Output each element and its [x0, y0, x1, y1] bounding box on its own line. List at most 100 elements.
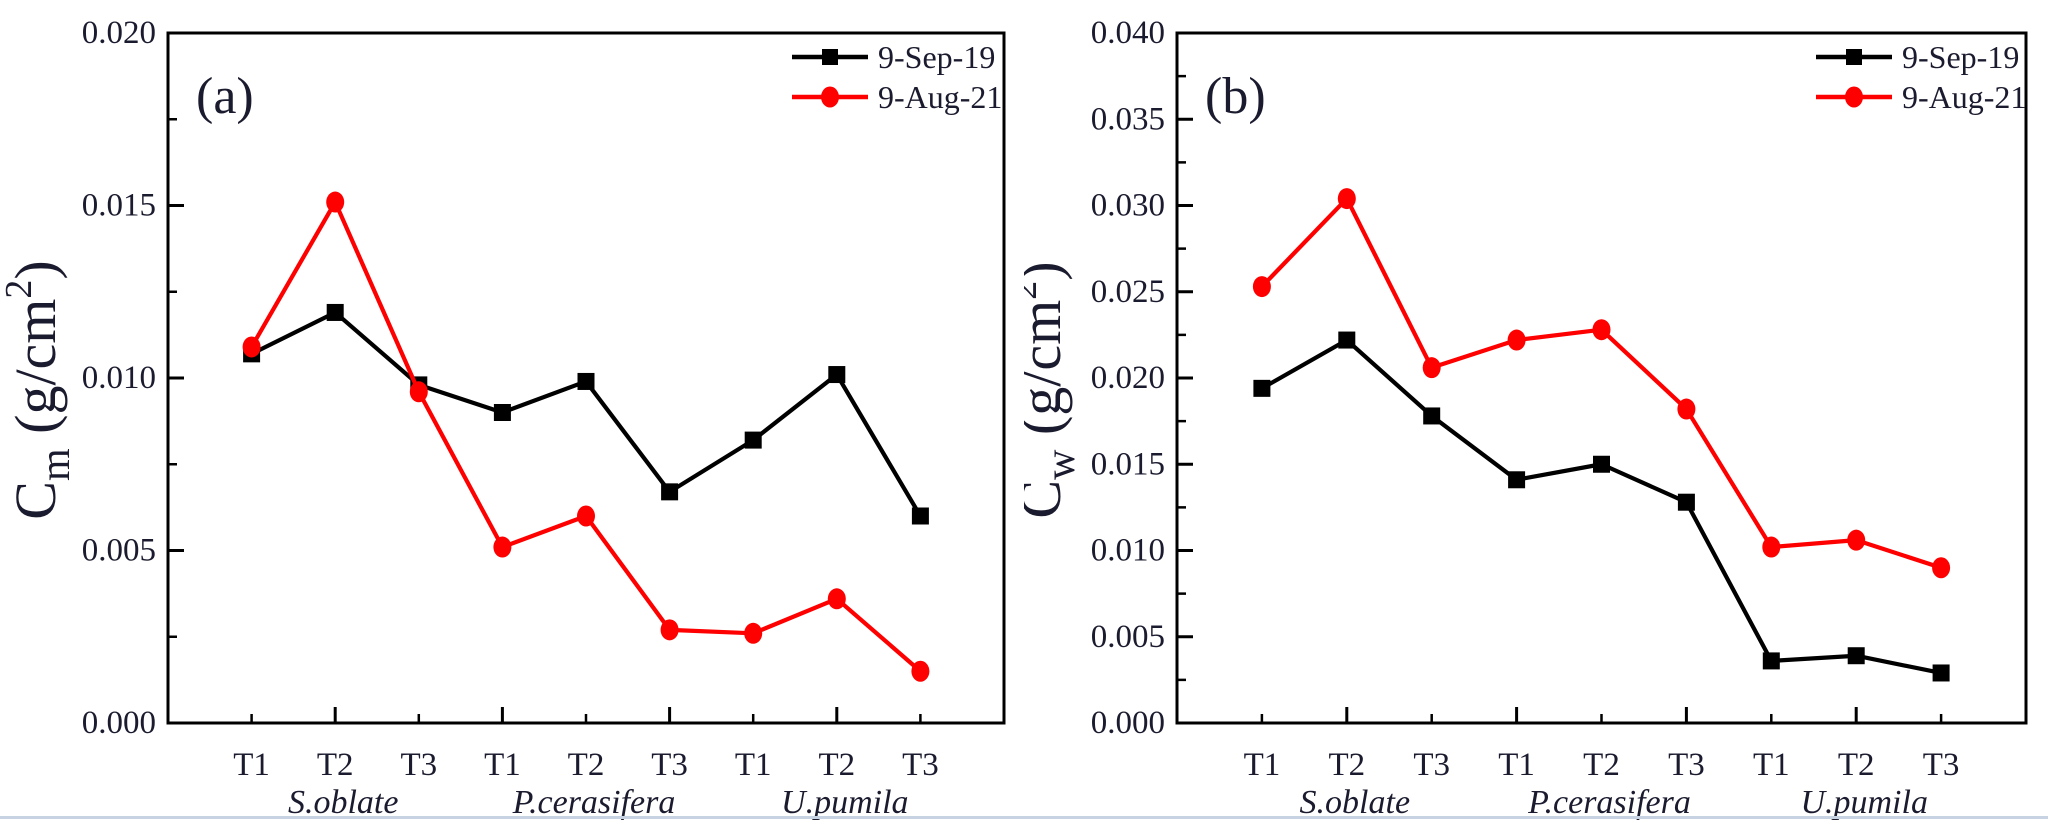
x-tick-label: T2	[568, 747, 605, 783]
y-tick-label: 0.015	[1091, 446, 1165, 482]
series-line	[1260, 337, 1942, 676]
data-point-marker	[1337, 188, 1356, 210]
y-tick-label: 0.025	[1091, 274, 1165, 310]
data-point-marker	[409, 381, 428, 403]
data-point-marker	[1762, 536, 1781, 558]
x-tick-label: T2	[317, 747, 354, 783]
data-point-marker	[1847, 647, 1865, 665]
data-point-marker	[827, 588, 846, 610]
legend: 9-Sep-19 9-Aug-21	[1816, 39, 2026, 115]
x-tick-label: T1	[484, 747, 521, 783]
data-point-marker	[1508, 471, 1526, 489]
data-point-marker	[326, 303, 344, 321]
y-tick-label: 0.020	[1091, 360, 1165, 396]
legend-item: 9-Aug-21	[1816, 79, 2026, 115]
data-point-marker	[1932, 664, 1950, 682]
legend-label: 9-Sep-19	[1902, 39, 2019, 75]
y-tick-label: 0.035	[1091, 101, 1165, 137]
x-tick-label: T1	[1244, 747, 1281, 783]
panel-a: 0.000 0.005 0.010 0.015 0.020 T1 T2 T3 T1 T2 T3 T1 T…	[0, 15, 1006, 821]
x-tick-label: T3	[651, 747, 688, 783]
data-point-marker	[911, 660, 930, 682]
data-point-marker	[1677, 398, 1696, 420]
series-line	[250, 310, 923, 518]
data-point-marker	[744, 622, 763, 644]
species-label: S.oblate	[1300, 784, 1410, 821]
series-line	[249, 199, 922, 673]
x-axis-ticks: T1 T2 T3 T1 T2 T3 T1 T2 T3	[233, 707, 939, 783]
data-point-marker	[1593, 455, 1610, 473]
data-point-marker	[577, 372, 595, 390]
data-point-marker	[661, 483, 679, 501]
panel-b-chart: 0.000 0.005 0.010 0.015 0.020 0.025 0.030 0.035…	[1024, 15, 2028, 821]
species-label: P.cerasifera	[512, 784, 676, 821]
x-tick-label: T3	[1413, 747, 1450, 783]
y-tick-label: 0.020	[82, 15, 156, 51]
y-tick-label: 0.000	[1091, 705, 1165, 741]
x-tick-label: T3	[1668, 747, 1705, 783]
legend-item: 9-Aug-21	[792, 79, 1002, 115]
series-9-Aug-21	[1252, 188, 1951, 579]
legend-item: 9-Sep-19	[1816, 39, 2019, 75]
data-point-marker	[1422, 357, 1441, 379]
data-point-marker	[242, 336, 261, 358]
data-point-marker	[828, 366, 846, 384]
x-tick-label: T2	[1328, 747, 1365, 783]
x-tick-label: T1	[233, 747, 270, 783]
data-point-marker	[493, 404, 511, 421]
x-tick-label: T2	[818, 747, 855, 783]
data-point-marker	[577, 505, 595, 527]
x-axis-ticks: T1 T2 T3 T1 T2 T3 T1 T2 T3	[1244, 707, 1959, 783]
legend-label: 9-Aug-21	[878, 79, 1002, 115]
y-tick-label: 0.005	[82, 533, 156, 569]
y-axis-title: Cm (g/cm2)	[0, 260, 79, 519]
x-tick-label: T2	[1583, 747, 1620, 783]
data-point-marker	[1507, 329, 1526, 351]
species-label: P.cerasifera	[1527, 784, 1691, 821]
y-axis-title: Cw (g/cm2)	[1024, 261, 1084, 518]
species-label: U.pumila	[781, 784, 909, 821]
data-point-marker	[1847, 529, 1866, 551]
legend-label: 9-Aug-21	[1902, 79, 2026, 115]
x-tick-label: T3	[400, 747, 437, 783]
y-tick-label: 0.015	[82, 188, 156, 224]
data-point-marker	[493, 536, 512, 558]
species-label: S.oblate	[288, 784, 398, 821]
series-9-Sep-19	[243, 303, 929, 525]
legend-marker-square	[822, 49, 838, 65]
data-point-marker	[1252, 276, 1271, 298]
data-point-marker	[326, 191, 345, 213]
legend-marker-circle	[1845, 86, 1863, 108]
data-point-marker	[1423, 407, 1441, 425]
legend-item: 9-Sep-19	[792, 39, 995, 75]
data-point-marker	[660, 619, 679, 641]
data-point-marker	[1253, 379, 1271, 397]
legend-marker-square	[1846, 49, 1862, 65]
panel-letter: (a)	[196, 68, 254, 125]
y-axis-ticks: 0.000 0.005 0.010 0.015 0.020	[82, 15, 184, 741]
species-label: U.pumila	[1800, 784, 1928, 821]
x-tick-label: T1	[735, 747, 772, 783]
series-line	[1260, 196, 1942, 570]
window-bottom-edge	[0, 816, 2048, 819]
legend: 9-Sep-19 9-Aug-21	[792, 39, 1002, 115]
data-point-marker	[1932, 557, 1951, 579]
legend-label: 9-Sep-19	[878, 39, 995, 75]
legend-marker-circle	[821, 86, 839, 108]
data-point-marker	[1677, 493, 1695, 511]
y-axis-ticks: 0.000 0.005 0.010 0.015 0.020 0.025 0.030 0.035…	[1091, 15, 1193, 741]
data-point-marker	[1338, 331, 1356, 349]
data-point-marker	[1762, 652, 1780, 670]
series-9-Aug-21	[242, 191, 930, 682]
data-point-marker	[744, 431, 762, 449]
y-tick-label: 0.000	[82, 705, 156, 741]
panel-b: 0.000 0.005 0.010 0.015 0.020 0.025 0.030 0.035…	[1024, 0, 2048, 825]
plot-box	[1175, 31, 2028, 725]
data-point-marker	[1592, 319, 1611, 341]
y-tick-label: 0.005	[1091, 619, 1165, 655]
x-tick-label: T1	[1753, 747, 1790, 783]
data-point-marker	[911, 507, 929, 525]
y-tick-label: 0.030	[1091, 188, 1165, 224]
